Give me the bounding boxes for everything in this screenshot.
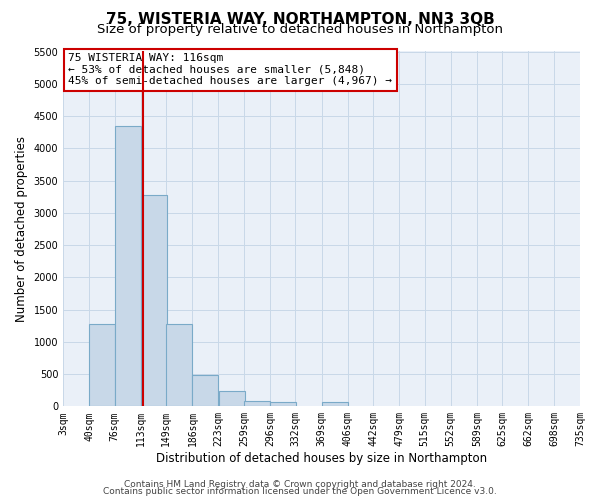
Text: 75 WISTERIA WAY: 116sqm
← 53% of detached houses are smaller (5,848)
45% of semi: 75 WISTERIA WAY: 116sqm ← 53% of detache… xyxy=(68,54,392,86)
Bar xyxy=(218,392,245,406)
Bar xyxy=(89,324,115,406)
Text: Size of property relative to detached houses in Northampton: Size of property relative to detached ho… xyxy=(97,24,503,36)
Bar xyxy=(166,324,192,406)
Bar xyxy=(322,402,347,406)
Bar xyxy=(115,126,141,406)
X-axis label: Distribution of detached houses by size in Northampton: Distribution of detached houses by size … xyxy=(156,452,487,465)
Y-axis label: Number of detached properties: Number of detached properties xyxy=(15,136,28,322)
Bar xyxy=(244,400,270,406)
Text: Contains HM Land Registry data © Crown copyright and database right 2024.: Contains HM Land Registry data © Crown c… xyxy=(124,480,476,489)
Text: Contains public sector information licensed under the Open Government Licence v3: Contains public sector information licen… xyxy=(103,488,497,496)
Bar xyxy=(141,194,167,406)
Bar xyxy=(270,402,296,406)
Bar xyxy=(193,376,218,406)
Text: 75, WISTERIA WAY, NORTHAMPTON, NN3 3QB: 75, WISTERIA WAY, NORTHAMPTON, NN3 3QB xyxy=(106,12,494,28)
